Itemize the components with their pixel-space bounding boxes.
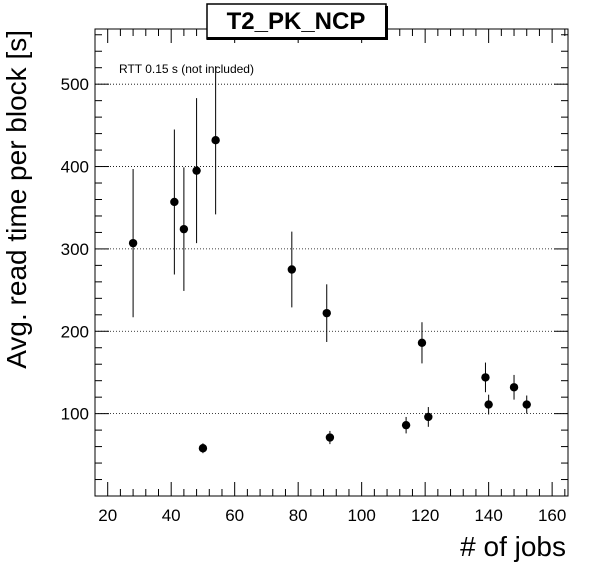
rtt-annotation: RTT 0.15 s (not included) bbox=[119, 62, 254, 76]
data-point bbox=[424, 412, 433, 422]
data-point bbox=[509, 383, 519, 392]
plot-frame bbox=[94, 28, 569, 497]
x-tick-label: 80 bbox=[289, 506, 308, 525]
data-point bbox=[179, 224, 189, 234]
data-point bbox=[325, 433, 335, 442]
chart-title: T2_PK_NCP bbox=[227, 8, 366, 35]
x-tick-label: 60 bbox=[225, 506, 244, 525]
x-tick-label: 140 bbox=[474, 506, 502, 525]
title-box-shadow-side bbox=[385, 6, 388, 40]
data-point bbox=[192, 166, 201, 175]
x-tick-label: 20 bbox=[98, 506, 117, 525]
data-point bbox=[198, 444, 208, 453]
y-tick-label: 400 bbox=[61, 158, 89, 177]
y-tick-label: 200 bbox=[61, 322, 89, 341]
x-tick-label: 160 bbox=[538, 506, 566, 525]
y-tick-label: 100 bbox=[61, 405, 89, 424]
tick-labels: 100 200 300 400 500 20 40 60 80 100 120 140 160 bbox=[61, 75, 567, 525]
x-axis-title: # of jobs bbox=[460, 531, 566, 562]
data-point bbox=[170, 197, 179, 207]
title-box-shadow bbox=[207, 37, 388, 40]
data-point bbox=[481, 373, 490, 382]
grid-lines bbox=[95, 83, 568, 415]
data-point bbox=[211, 135, 220, 145]
x-tick-label: 40 bbox=[162, 506, 181, 525]
y-tick-label: 300 bbox=[61, 240, 89, 259]
x-tick-label: 120 bbox=[411, 506, 439, 525]
data-point bbox=[484, 400, 493, 409]
data-point bbox=[128, 238, 138, 248]
data-point bbox=[322, 308, 331, 318]
data-point bbox=[522, 400, 531, 409]
axis-ticks bbox=[94, 29, 568, 497]
y-axis-title: Avg. read time per block [s] bbox=[1, 30, 32, 369]
data-point bbox=[417, 338, 427, 348]
x-tick-label: 100 bbox=[347, 506, 375, 525]
y-tick-label: 500 bbox=[61, 75, 89, 94]
data-point bbox=[287, 265, 297, 274]
data-points bbox=[128, 66, 531, 454]
data-point bbox=[401, 420, 411, 430]
title-box bbox=[206, 3, 387, 40]
